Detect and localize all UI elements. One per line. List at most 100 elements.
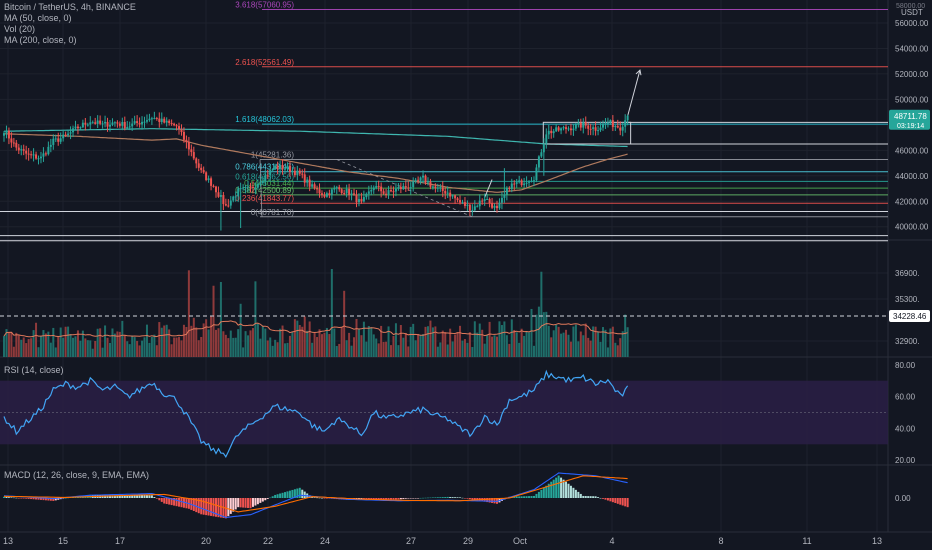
volume-bar <box>187 270 190 357</box>
macd-histogram-bar <box>547 483 550 498</box>
macd-histogram-bar <box>609 498 612 502</box>
candle-body <box>69 132 72 134</box>
macd-histogram-bar <box>242 498 245 508</box>
countdown-label: 03:19:14 <box>897 123 924 130</box>
macd-histogram-bar <box>256 498 259 505</box>
volume-bar <box>232 337 235 357</box>
macd-histogram-bar <box>251 498 254 507</box>
volume-bar <box>74 336 77 357</box>
candle-body <box>185 139 188 143</box>
volume-bar <box>409 326 412 357</box>
forecast-arrow-head <box>635 69 642 76</box>
volume-bar <box>118 331 121 357</box>
candle-body <box>212 185 215 187</box>
volume-marker-label: 34228.46 <box>893 312 927 321</box>
volume-bar <box>508 343 511 357</box>
volume-bar <box>604 329 607 357</box>
macd-histogram-bar <box>567 483 570 498</box>
volume-bar <box>69 334 72 357</box>
macd-histogram-bar <box>158 498 161 501</box>
legend-symbol[interactable]: Bitcoin / TetherUS, 4h, BINANCE <box>4 2 136 12</box>
macd-histogram-bar <box>313 497 316 498</box>
macd-histogram-bar <box>30 498 33 500</box>
volume-bar <box>7 332 10 357</box>
volume-bar <box>131 335 134 357</box>
volume-bar <box>251 328 254 357</box>
candle-body <box>182 131 185 140</box>
volume-bar <box>52 327 55 357</box>
volume-bar <box>207 329 210 357</box>
volume-bar <box>81 330 84 357</box>
volume-bar <box>540 271 543 357</box>
candle-body <box>626 115 629 121</box>
volume-bar <box>219 282 222 357</box>
time-tick-label: Oct <box>513 536 528 546</box>
macd-histogram-bar <box>426 497 429 499</box>
macd-histogram-bar <box>461 497 464 499</box>
macd-histogram-bar <box>15 497 18 499</box>
macd-histogram-bar <box>219 498 222 518</box>
volume-bar <box>276 342 279 357</box>
legend-ma200[interactable]: MA (200, close, 0) <box>4 35 77 45</box>
macd-histogram-bar <box>266 498 269 499</box>
candle-body <box>264 175 267 182</box>
candle-body <box>550 130 553 134</box>
macd-histogram-bar <box>572 487 575 498</box>
fib-level-label: 2.618(52561.49) <box>235 58 294 67</box>
candle-body <box>54 138 57 140</box>
macd-histogram-bar <box>131 495 134 498</box>
macd-histogram-bar <box>597 497 600 498</box>
fib-anchor-left <box>259 159 263 217</box>
volume-bar <box>242 347 245 357</box>
volume-marker-tag <box>889 310 930 322</box>
legend-vol[interactable]: Vol (20) <box>4 24 36 34</box>
macd-histogram-bar <box>150 495 153 498</box>
macd-histogram-bar <box>535 493 538 498</box>
candle-body <box>350 193 353 195</box>
volume-bar <box>128 344 131 357</box>
volume-bar <box>523 335 526 357</box>
macd-histogram-bar <box>436 497 439 498</box>
time-tick-label: 13 <box>3 536 13 546</box>
volume-bar <box>493 335 496 357</box>
macd-histogram-bar <box>227 498 230 517</box>
volume-bar <box>261 325 264 357</box>
macd-title[interactable]: MACD (12, 26, close, 9, EMA, EMA) <box>4 470 150 480</box>
macd-histogram-bar <box>417 498 420 499</box>
candle-body <box>104 121 107 124</box>
candle-body <box>42 153 45 157</box>
macd-histogram-bar <box>106 495 109 498</box>
volume-bar <box>94 340 97 357</box>
macd-histogram-bar <box>456 497 459 498</box>
volume-bar <box>392 335 395 357</box>
macd-histogram-bar <box>488 498 491 503</box>
macd-histogram-bar <box>205 498 208 516</box>
volume-bar <box>116 331 119 357</box>
volume-bar <box>89 340 92 357</box>
legend-ma50[interactable]: MA (50, close, 0) <box>4 13 72 23</box>
macd-histogram-bar <box>12 497 15 499</box>
macd-histogram-bar <box>550 481 553 498</box>
candle-body <box>84 122 87 125</box>
macd-histogram-bar <box>20 498 23 499</box>
macd-histogram-bar <box>108 495 111 498</box>
candle-body <box>360 199 363 202</box>
rsi-title[interactable]: RSI (14, close) <box>4 365 64 375</box>
volume-bar <box>5 329 8 357</box>
macd-histogram-bar <box>123 495 126 498</box>
macd-histogram-bar <box>155 498 158 499</box>
candle-body <box>150 118 153 120</box>
volume-bar <box>614 342 617 357</box>
candle-body <box>587 125 590 129</box>
time-tick-label: 27 <box>406 536 416 546</box>
volume-bar <box>528 332 531 357</box>
candle-body <box>251 186 254 188</box>
volume-bar <box>350 345 353 357</box>
candle-body <box>138 122 141 125</box>
volume-bar <box>397 345 400 357</box>
fib-level-label: 0.5(43031.44) <box>244 179 294 188</box>
candle-body <box>227 205 230 207</box>
candle-body <box>333 188 336 190</box>
macd-histogram-bar <box>444 497 447 498</box>
